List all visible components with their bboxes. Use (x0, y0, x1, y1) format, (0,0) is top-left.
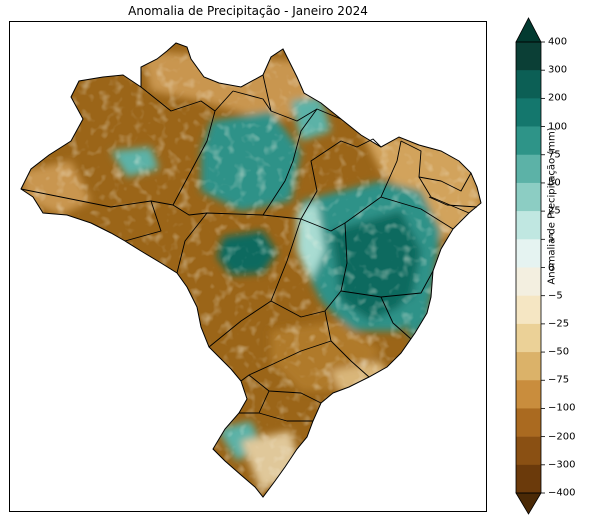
colorbar-tick-label: 300 (548, 64, 568, 76)
colorbar-segment (516, 182, 541, 212)
colorbar-segment (516, 295, 541, 325)
colorbar-tickmarks (541, 41, 545, 494)
colorbar-tick-label: 25 (548, 205, 561, 217)
colorbar-segment (516, 239, 541, 268)
colorbar-tick-label: 200 (548, 92, 568, 104)
colorbar-extend-bottom (515, 492, 542, 515)
colorbar-tick-label: 100 (548, 121, 568, 133)
colorbar-segment (516, 436, 541, 466)
colorbar-tick-label: 400 (548, 36, 568, 48)
colorbar-segment (516, 352, 541, 381)
colorbar-segment (516, 323, 541, 353)
state-borders (20, 74, 478, 422)
colorbar-tick-label: −200 (548, 431, 576, 443)
colorbar-segment (516, 267, 541, 296)
colorbar-tick-label: −300 (548, 459, 576, 471)
colorbar-tick-label: 5 (548, 233, 555, 245)
colorbar-label: Anomalia de Precipitação (mm) (546, 127, 558, 285)
colorbar-tick-label: −5 (548, 290, 563, 302)
map-frame (9, 21, 487, 512)
colorbar-tick-label: −100 (548, 402, 576, 414)
map-title: Anomalia de Precipitação - Janeiro 2024 (128, 4, 368, 18)
colorbar-extend-top (515, 17, 542, 43)
colorbar-segments (516, 42, 541, 494)
colorbar-segment (516, 464, 541, 494)
colorbar-tick-label: −400 (548, 487, 576, 499)
colorbar-tick-label: 75 (548, 149, 561, 161)
colorbar-segment (516, 154, 541, 184)
colorbar-segment (516, 408, 541, 437)
colorbar-segment (516, 42, 541, 71)
colorbar (515, 17, 545, 515)
colorbar-tick-label: −75 (548, 374, 570, 386)
precipitation-anomaly-map (20, 42, 482, 498)
colorbar-segment (516, 211, 541, 240)
colorbar-tick-label: 50 (548, 177, 561, 189)
colorbar-tick-label: −50 (548, 346, 570, 358)
colorbar-tick-label: −25 (548, 318, 570, 330)
colorbar-segment (516, 98, 541, 127)
colorbar-segment (516, 126, 541, 156)
colorbar-segment (516, 380, 541, 409)
colorbar-segment (516, 70, 541, 99)
colorbar-tick-label: 0 (548, 262, 555, 273)
